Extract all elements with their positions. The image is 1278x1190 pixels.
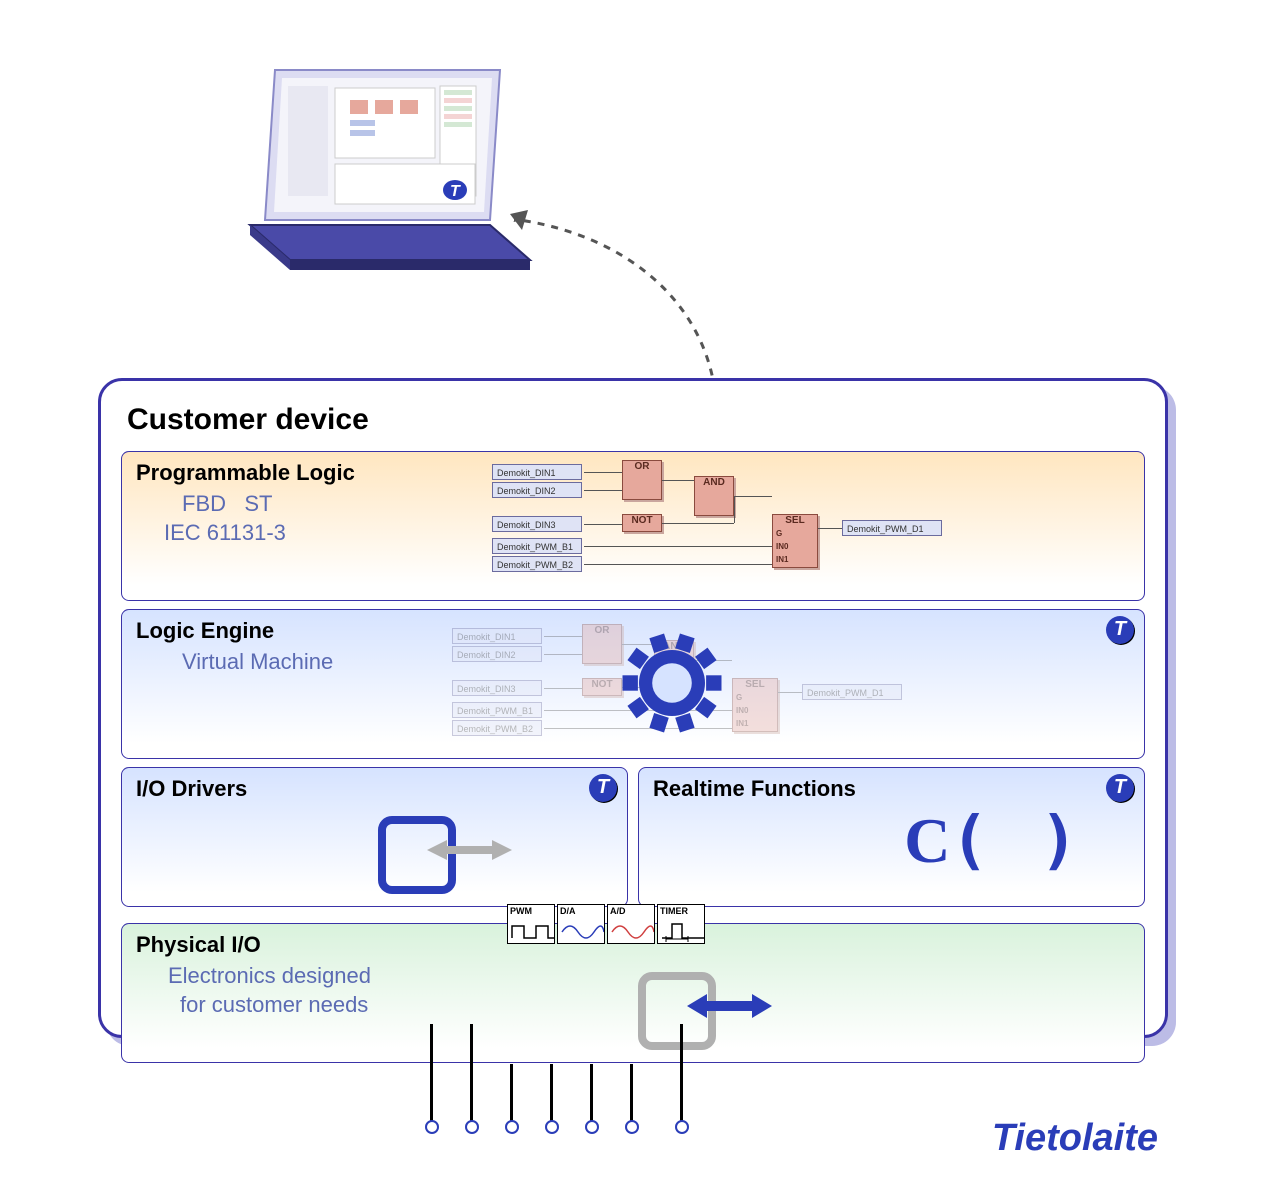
row-drivers-realtime: I/O Drivers T Realtime Functions T C( ) bbox=[121, 767, 1145, 915]
brand-logo: Tietolaite bbox=[992, 1117, 1158, 1160]
fbd-gate: NOT bbox=[582, 678, 622, 696]
fbd-gate: SELGIN0IN1 bbox=[772, 514, 818, 568]
fbd-input-tag: Demokit_DIN3 bbox=[492, 516, 582, 532]
t-badge-icon: T bbox=[1106, 616, 1134, 644]
io-pin bbox=[680, 1024, 683, 1124]
fbd-output-tag: Demokit_PWM_D1 bbox=[842, 520, 942, 536]
t-badge-icon: T bbox=[1106, 774, 1134, 802]
fbd-input-tag: Demokit_DIN2 bbox=[452, 646, 542, 662]
customer-device-frame: Customer device Programmable Logic FBD S… bbox=[98, 378, 1168, 1038]
gear-icon bbox=[617, 628, 727, 743]
physical-pins bbox=[430, 1024, 730, 1144]
t-badge-icon: T bbox=[589, 774, 617, 802]
laptop-illustration: T bbox=[240, 60, 540, 270]
fbd-gate: NOT bbox=[622, 514, 662, 532]
panel-io-drivers: I/O Drivers T bbox=[121, 767, 628, 907]
fbd-input-tag: Demokit_PWM_B1 bbox=[452, 702, 542, 718]
fbd-gate: OR bbox=[622, 460, 662, 500]
fbd-input-tag: Demokit_DIN1 bbox=[492, 464, 582, 480]
fbd-gate: OR bbox=[582, 624, 622, 664]
fbd-gate: AND bbox=[694, 476, 734, 516]
converter-chip: A/D bbox=[607, 904, 655, 944]
fbd-input-tag: Demokit_PWM_B2 bbox=[492, 556, 582, 572]
svg-text:T: T bbox=[450, 183, 461, 200]
io-pin bbox=[510, 1064, 513, 1124]
converter-chip: D/A bbox=[557, 904, 605, 944]
panel-programmable-logic: Programmable Logic FBD ST IEC 61131-3 De… bbox=[121, 451, 1145, 601]
c-function-icon: C( ) bbox=[904, 804, 1084, 878]
io-pin bbox=[590, 1064, 593, 1124]
io-pin bbox=[550, 1064, 553, 1124]
converter-chip: PWM bbox=[507, 904, 555, 944]
fbd-gate: SELGIN0IN1 bbox=[732, 678, 778, 732]
io-pin bbox=[630, 1064, 633, 1124]
fbd-output-tag: Demokit_PWM_D1 bbox=[802, 684, 902, 700]
io-pin bbox=[470, 1024, 473, 1124]
panel-logic-engine: Logic Engine Virtual Machine T Demokit_D… bbox=[121, 609, 1145, 759]
device-title: Customer device bbox=[127, 403, 1143, 437]
fbd-input-tag: Demokit_PWM_B1 bbox=[492, 538, 582, 554]
io-box-arrow-icon bbox=[372, 812, 522, 907]
panel-realtime-functions: Realtime Functions T C( ) bbox=[638, 767, 1145, 907]
converter-chip: TIMER bbox=[657, 904, 705, 944]
io-pin bbox=[430, 1024, 433, 1124]
converter-chips: PWMD/AA/DTIMER bbox=[507, 904, 705, 944]
realtime-title: Realtime Functions bbox=[653, 776, 1144, 802]
fbd-input-tag: Demokit_DIN3 bbox=[452, 680, 542, 696]
fbd-input-tag: Demokit_DIN1 bbox=[452, 628, 542, 644]
fbd-diagram: Demokit_DIN1 Demokit_DIN2 Demokit_DIN3 Demo… bbox=[492, 460, 1012, 580]
fbd-input-tag: Demokit_DIN2 bbox=[492, 482, 582, 498]
fbd-input-tag: Demokit_PWM_B2 bbox=[452, 720, 542, 736]
io-drivers-title: I/O Drivers bbox=[136, 776, 627, 802]
